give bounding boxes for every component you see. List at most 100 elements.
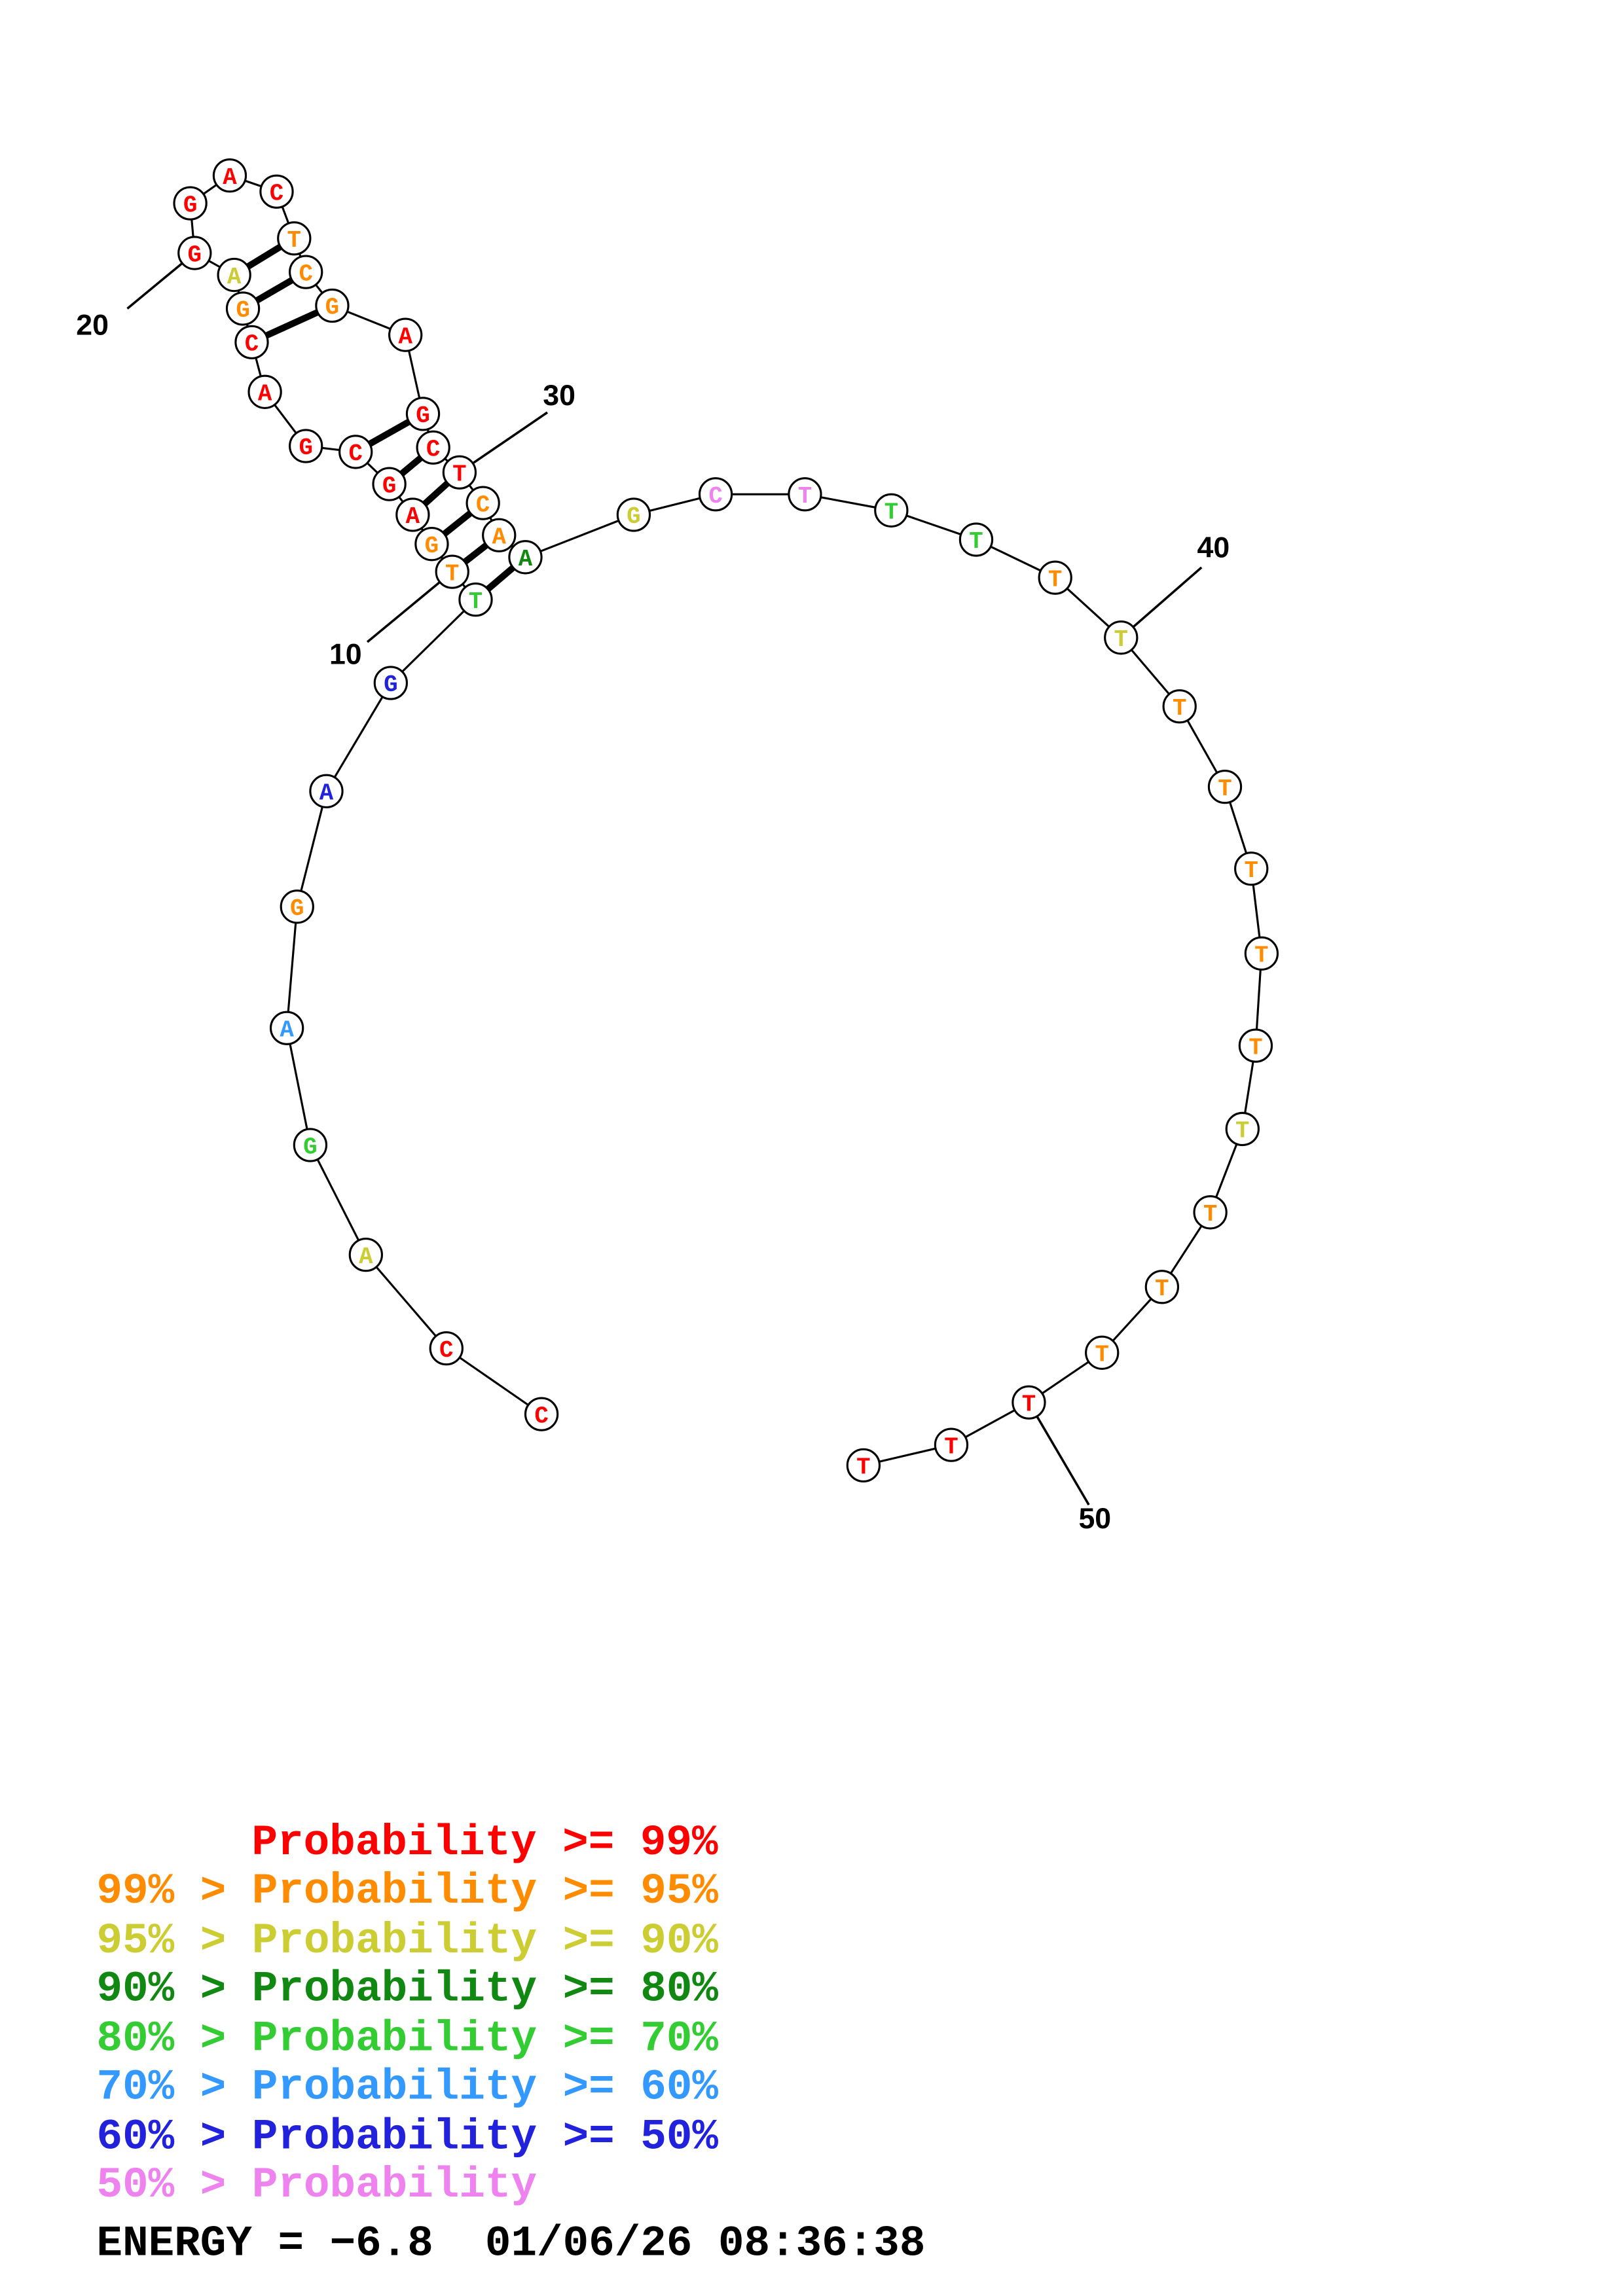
backbone-segment: [524, 514, 634, 558]
nucleotide-36-T: T: [788, 477, 822, 512]
base-letter: C: [245, 331, 259, 358]
nucleotide-2-C: C: [429, 1331, 464, 1366]
legend-row-p99: Probability >= 99%: [251, 1818, 718, 1867]
nucleotide-11-G: G: [414, 527, 449, 562]
nucleotide-19-A: A: [217, 257, 251, 293]
base-circle: [1104, 620, 1139, 655]
base-circle: [1085, 1335, 1120, 1370]
base-circle: [616, 497, 651, 532]
energy-footer: ENERGY = −6.8 01/06/26 08:36:38: [97, 2219, 926, 2268]
base-letter: T: [1155, 1276, 1169, 1302]
base-circle: [269, 1011, 304, 1045]
basepair-bonds: [232, 235, 528, 602]
nucleotide-13-G: G: [372, 467, 407, 501]
nucleotide-35-C: C: [698, 477, 733, 512]
base-circle: [458, 582, 493, 617]
base-circle: [173, 186, 208, 221]
nucleotide-9-T: T: [458, 582, 493, 617]
base-circle: [315, 288, 350, 323]
base-circle: [1193, 1195, 1228, 1230]
base-letter: A: [319, 780, 334, 807]
base-circle: [934, 1427, 969, 1462]
base-circle: [395, 497, 430, 532]
base-letter: T: [884, 499, 898, 526]
base-letter: T: [1173, 695, 1186, 722]
base-letter: A: [406, 503, 420, 530]
nucleotide-26-G: G: [315, 288, 350, 323]
base-circle: [280, 889, 314, 924]
sequence-number-30: 30: [543, 380, 575, 412]
base-circle: [348, 1237, 383, 1272]
backbone-segment: [445, 1347, 542, 1415]
base-circle: [698, 477, 733, 512]
base-circle: [309, 774, 344, 808]
base-circle: [177, 236, 212, 270]
base-circle: [1162, 689, 1197, 724]
base-letter: G: [290, 895, 304, 922]
nucleotide-25-C: C: [289, 255, 323, 289]
nucleotide-12-A: A: [395, 497, 430, 532]
base-circle: [372, 467, 407, 501]
nucleotide-1-C: C: [524, 1397, 559, 1431]
base-letter: C: [299, 260, 312, 287]
nucleotide-44-T: T: [1244, 936, 1279, 971]
base-letter: T: [1244, 857, 1258, 884]
backbone-segment: [285, 906, 299, 1028]
nucleotide-42-T: T: [1207, 769, 1243, 804]
base-letter: G: [236, 297, 249, 324]
base-circle: [1225, 1111, 1260, 1147]
base-circle: [788, 477, 822, 512]
nucleotide-38-T: T: [958, 522, 994, 557]
base-circle: [846, 1448, 881, 1483]
base-letter: G: [303, 1134, 317, 1160]
nucleotide-33-A: A: [508, 540, 543, 575]
base-letter: T: [469, 588, 483, 615]
nucleotide-5-A: A: [269, 1011, 304, 1045]
base-letter: C: [426, 436, 440, 463]
energy-text: ENERGY = −6.8 01/06/26 08:36:38: [97, 2219, 926, 2268]
base-circle: [1012, 1385, 1046, 1420]
nucleotide-30-T: T: [442, 455, 477, 490]
base-circle: [289, 255, 323, 289]
backbone-segment: [365, 1254, 447, 1350]
base-letter: C: [348, 440, 362, 467]
nucleotide-22-A: A: [212, 158, 247, 193]
base-circle: [482, 518, 517, 552]
base-circle: [225, 291, 261, 326]
base-circle: [1144, 1270, 1180, 1304]
legend-row-p95: 99% > Probability >= 95%: [97, 1867, 719, 1916]
base-letter: T: [445, 560, 459, 587]
base-letter: C: [534, 1403, 548, 1429]
nucleotide-8-G: G: [373, 666, 408, 700]
base-letter: G: [627, 503, 640, 530]
base-circle: [289, 429, 323, 463]
backbone-segment: [390, 598, 477, 684]
base-circle: [1038, 560, 1072, 595]
base-letter: T: [1254, 942, 1268, 969]
base-letter: T: [452, 461, 466, 488]
legend-row-plt50: 50% > Probability: [97, 2161, 538, 2210]
nucleotide-46-T: T: [1225, 1111, 1260, 1147]
base-letter: A: [258, 381, 272, 408]
base-letter: T: [1249, 1034, 1262, 1061]
backbone-segment: [309, 1144, 367, 1255]
base-letter: A: [359, 1244, 373, 1270]
base-circle: [874, 493, 909, 528]
base-letter: G: [299, 435, 312, 461]
leader-line-50: [1027, 1401, 1090, 1506]
sequence-number-40: 40: [1197, 531, 1230, 564]
base-circle: [414, 527, 449, 562]
base-circle: [524, 1397, 559, 1431]
nucleotide-32-A: A: [482, 518, 517, 552]
base-circle: [405, 397, 441, 431]
leader-line-10: [366, 571, 453, 643]
nucleotide-27-A: A: [388, 317, 423, 352]
base-letter: T: [1048, 566, 1062, 593]
base-circle: [429, 1331, 464, 1366]
base-letter: G: [188, 242, 202, 268]
base-letter: T: [856, 1454, 870, 1481]
base-circle: [338, 435, 373, 469]
